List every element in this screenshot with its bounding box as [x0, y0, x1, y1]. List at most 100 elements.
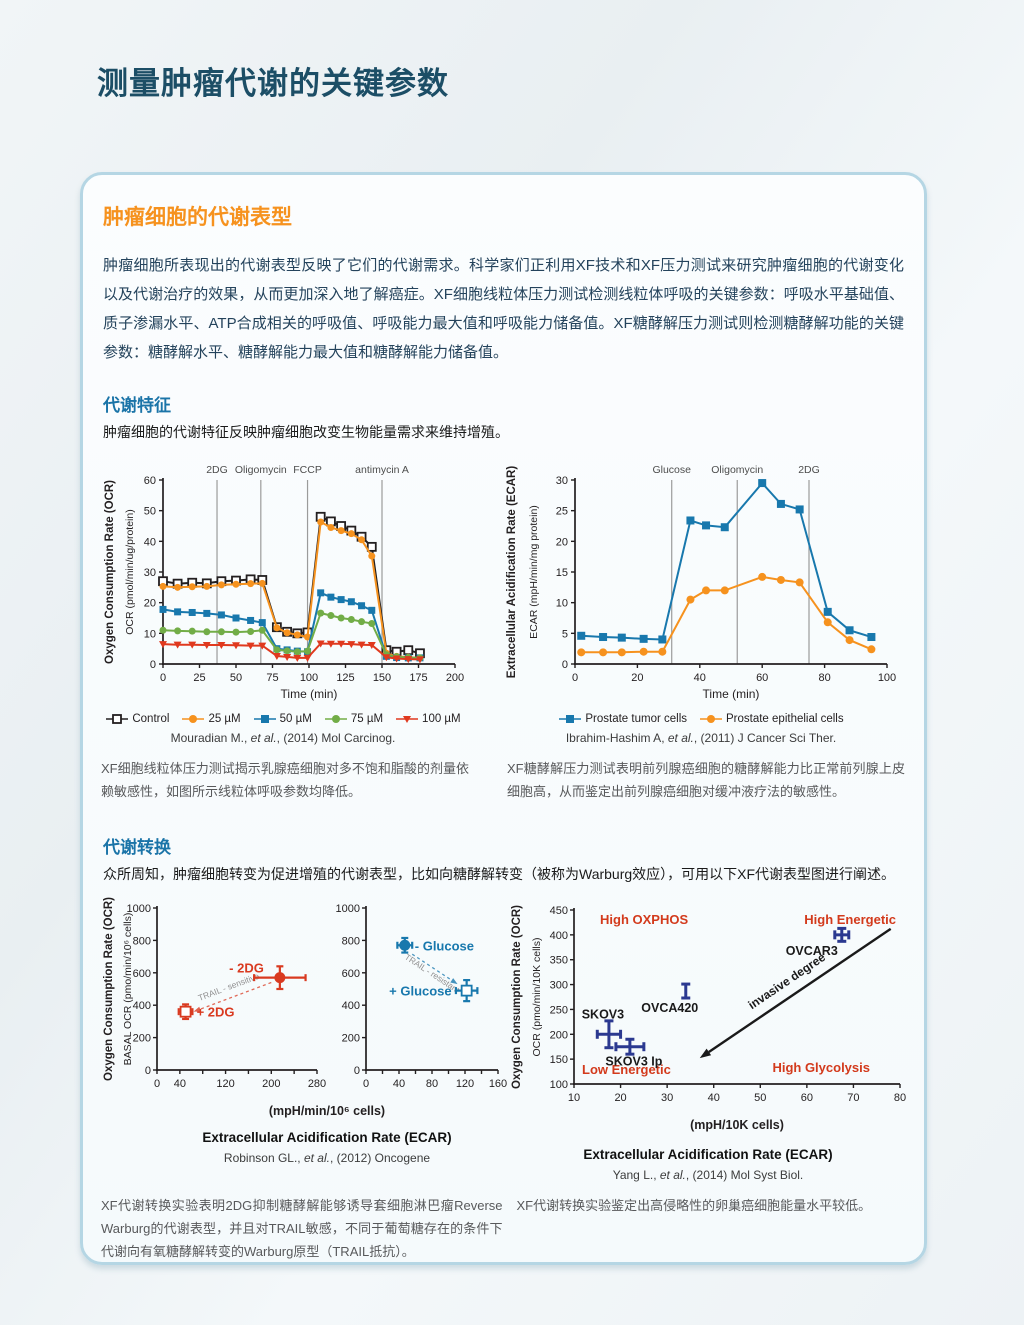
glyco-stress-chart: Glucose Oligomycin 2DG 0 5 10 15 20 25 30 0 20 40 60 8…	[506, 464, 896, 701]
svg-text:High Glycolysis: High Glycolysis	[772, 1060, 870, 1075]
metabolic-signature-subtitle: 肿瘤细胞的代谢特征反映肿瘤细胞改变生物能量需求来维持增殖。	[103, 424, 509, 440]
svg-text:15: 15	[556, 567, 568, 579]
mito-stress-figure: 2DG Oligomycin FCCP antimycin A 0 10 20 30 40 50 6…	[101, 454, 465, 745]
svg-text:175: 175	[409, 672, 427, 684]
svg-text:1000: 1000	[127, 903, 151, 915]
svg-text:(mpH/10K cells): (mpH/10K cells)	[690, 1118, 784, 1132]
svg-text:Time (min): Time (min)	[703, 687, 760, 701]
legend-label: 100 µM	[422, 713, 461, 725]
glyco-stress-note: XF糖酵解压力测试表明前列腺癌细胞的糖酵解能力比正常前列腺上皮细胞高，从而鉴定出…	[507, 761, 905, 799]
svg-text:50: 50	[144, 506, 156, 518]
svg-text:600: 600	[342, 968, 360, 980]
metabolic-shift-heading: 代谢转换	[103, 838, 171, 857]
svg-text:200: 200	[133, 1033, 151, 1045]
mito-stress-legend: Control 25 µM 50 µM 75 µM 100 µM	[101, 713, 465, 725]
svg-text:10: 10	[568, 1092, 580, 1104]
svg-text:Low Energetic: Low Energetic	[582, 1062, 671, 1077]
shared-ecar-xlabel: (mpH/min/10⁶ cells)	[268, 1104, 386, 1118]
svg-text:400: 400	[342, 1000, 360, 1012]
svg-text:invasive degree: invasive degree	[746, 950, 829, 1012]
svg-text:+ 2DG: + 2DG	[197, 1005, 235, 1020]
signature-notes-row: XF细胞线粒体压力测试揭示乳腺癌细胞对多不饱和脂酸的剂量依赖敏感性，如图所示线粒…	[101, 757, 906, 803]
svg-text:40: 40	[144, 536, 156, 548]
svg-text:150: 150	[373, 672, 391, 684]
yang-citation: Yang L., et al., (2014) Mol Syst Biol.	[612, 1168, 804, 1182]
svg-text:0: 0	[354, 1065, 360, 1077]
legend-label: 75 µM	[350, 713, 384, 725]
svg-text:High Energetic: High Energetic	[804, 912, 896, 927]
svg-text:OCR (pmo/min/10K cells): OCR (pmo/min/10K cells)	[531, 937, 543, 1056]
svg-text:50: 50	[230, 672, 242, 684]
svg-text:High OXPHOS: High OXPHOS	[600, 912, 688, 927]
legend-item: Prostate tumor cells	[558, 713, 687, 725]
ecar-caption-right: Extracellular Acidification Rate (ECAR)	[583, 1147, 833, 1162]
svg-text:100: 100	[878, 672, 896, 684]
square-legend-marker	[253, 715, 276, 723]
svg-text:75: 75	[266, 672, 278, 684]
svg-text:Glucose: Glucose	[652, 464, 691, 476]
svg-text:125: 125	[336, 672, 354, 684]
svg-text:30: 30	[556, 475, 568, 487]
svg-text:OCR (pmol/min/ug/protein): OCR (pmol/min/ug/protein)	[124, 509, 136, 634]
svg-text:60: 60	[801, 1092, 813, 1104]
svg-text:60: 60	[756, 672, 768, 684]
svg-text:600: 600	[133, 968, 151, 980]
svg-text:Extracellular Acidification Ra: Extracellular Acidification Rate (ECAR)	[506, 466, 518, 679]
svg-text:800: 800	[342, 935, 360, 947]
shift-charts-row: 0 200 400 600 800 1000 0 40 120 200 280 Oxygen Cons…	[101, 896, 906, 1182]
svg-text:5: 5	[562, 628, 568, 640]
legend-item: Control	[105, 713, 169, 725]
svg-text:20: 20	[614, 1092, 626, 1104]
svg-text:400: 400	[133, 1000, 151, 1012]
legend-label: 25 µM	[208, 713, 241, 725]
svg-text:20: 20	[631, 672, 643, 684]
svg-text:SKOV3 Ip: SKOV3 Ip	[605, 1055, 662, 1069]
svg-text:800: 800	[133, 935, 151, 947]
legend-item: 25 µM	[181, 713, 241, 725]
svg-text:100: 100	[550, 1079, 568, 1091]
ecar-caption-left: Extracellular Acidification Rate (ECAR)	[202, 1130, 452, 1145]
svg-text:20: 20	[556, 536, 568, 548]
content-panel: 肿瘤细胞的代谢表型 肿瘤细胞所表现出的代谢表型反映了它们的代谢需求。科学家们正利…	[80, 172, 927, 1265]
svg-text:80: 80	[894, 1092, 906, 1104]
svg-text:120: 120	[216, 1078, 234, 1090]
legend-label: Prostate tumor cells	[585, 713, 687, 725]
legend-label: Control	[132, 713, 170, 725]
svg-text:160: 160	[489, 1078, 507, 1090]
legend-label: 50 µM	[279, 713, 312, 725]
square-legend-marker	[559, 715, 582, 723]
panel-heading: 肿瘤细胞的代谢表型	[103, 206, 292, 229]
svg-text:10: 10	[144, 628, 156, 640]
svg-text:0: 0	[562, 659, 568, 671]
svg-text:40: 40	[174, 1078, 186, 1090]
shift-2dg-chart: 0 200 400 600 800 1000 0 40 120 200 280 Oxygen Cons…	[103, 897, 326, 1090]
svg-text:450: 450	[550, 905, 568, 917]
glyco-stress-legend: Prostate tumor cells Prostate epithelial …	[503, 713, 899, 725]
shift-left-group: 0 200 400 600 800 1000 0 40 120 200 280 Oxygen Cons…	[101, 896, 508, 1182]
svg-text:+ Glucose: + Glucose	[389, 984, 452, 999]
legend-label: Prostate epithelial cells	[726, 713, 844, 725]
svg-text:Oxygen Consumption Rate (OCR): Oxygen Consumption Rate (OCR)	[511, 905, 523, 1089]
legend-item: 75 µM	[324, 713, 383, 725]
svg-text:ECAR (mpH/min/mg protein): ECAR (mpH/min/mg protein)	[528, 505, 540, 639]
svg-text:200: 200	[262, 1078, 280, 1090]
svg-text:120: 120	[456, 1078, 474, 1090]
svg-text:50: 50	[754, 1092, 766, 1104]
svg-text:- 2DG: - 2DG	[229, 961, 264, 976]
svg-text:Oxygen Consumption Rate (OCR): Oxygen Consumption Rate (OCR)	[103, 897, 115, 1081]
svg-text:Oxygen Consumption Rate (OCR): Oxygen Consumption Rate (OCR)	[104, 480, 116, 664]
mito-stress-chart: 2DG Oligomycin FCCP antimycin A 0 10 20 30 40 50 6…	[104, 464, 464, 701]
svg-text:350: 350	[550, 955, 568, 967]
svg-text:OVCAR3: OVCAR3	[786, 944, 838, 958]
signature-charts-row: 2DG Oligomycin FCCP antimycin A 0 10 20 30 40 50 6…	[101, 454, 906, 745]
robinson-citation: Robinson GL., et al., (2012) Oncogene	[223, 1151, 431, 1165]
circle-legend-marker	[700, 715, 722, 723]
svg-text:150: 150	[550, 1054, 568, 1066]
svg-text:20: 20	[144, 598, 156, 610]
svg-text:80: 80	[818, 672, 830, 684]
legend-item: Prostate epithelial cells	[699, 713, 844, 725]
svg-text:25: 25	[193, 672, 205, 684]
svg-text:200: 200	[446, 672, 464, 684]
svg-text:Oligomycin: Oligomycin	[235, 464, 287, 476]
